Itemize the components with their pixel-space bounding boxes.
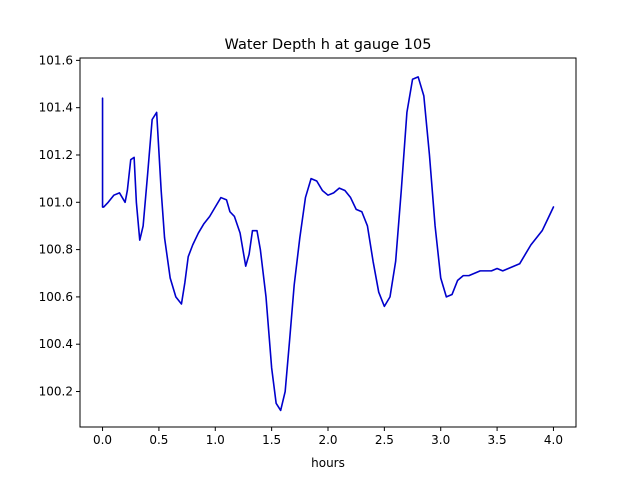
- x-tick-label: 1.0: [206, 433, 225, 447]
- x-tick-label: 3.0: [431, 433, 450, 447]
- x-tick-label: 0.0: [93, 433, 112, 447]
- series-line-0: [101, 76, 555, 412]
- x-tick-label: 2.0: [318, 433, 337, 447]
- x-axis-label: hours: [311, 456, 345, 470]
- y-tick-label: 101.6: [39, 53, 73, 67]
- y-tick-label: 100.2: [39, 385, 73, 399]
- chart-title: Water Depth h at gauge 105: [225, 37, 432, 53]
- y-tick-label: 100.8: [39, 243, 73, 257]
- y-tick-label: 101.0: [39, 195, 73, 209]
- x-tick-label: 1.5: [262, 433, 281, 447]
- x-tick-label: 2.5: [375, 433, 394, 447]
- x-tick-label: 4.0: [544, 433, 563, 447]
- y-tick-label: 101.4: [39, 101, 73, 115]
- y-tick-label: 100.4: [39, 337, 73, 351]
- plot-area: 0.0 0.5 1.0 1.5 2.0 2.5 3.0 3.5 4.0 100.2 100.4 100…: [39, 53, 577, 447]
- y-tick-label: 101.2: [39, 148, 73, 162]
- x-tick-label: 3.5: [488, 433, 507, 447]
- y-tick-label: 100.6: [39, 290, 73, 304]
- x-tick-label: 0.5: [149, 433, 168, 447]
